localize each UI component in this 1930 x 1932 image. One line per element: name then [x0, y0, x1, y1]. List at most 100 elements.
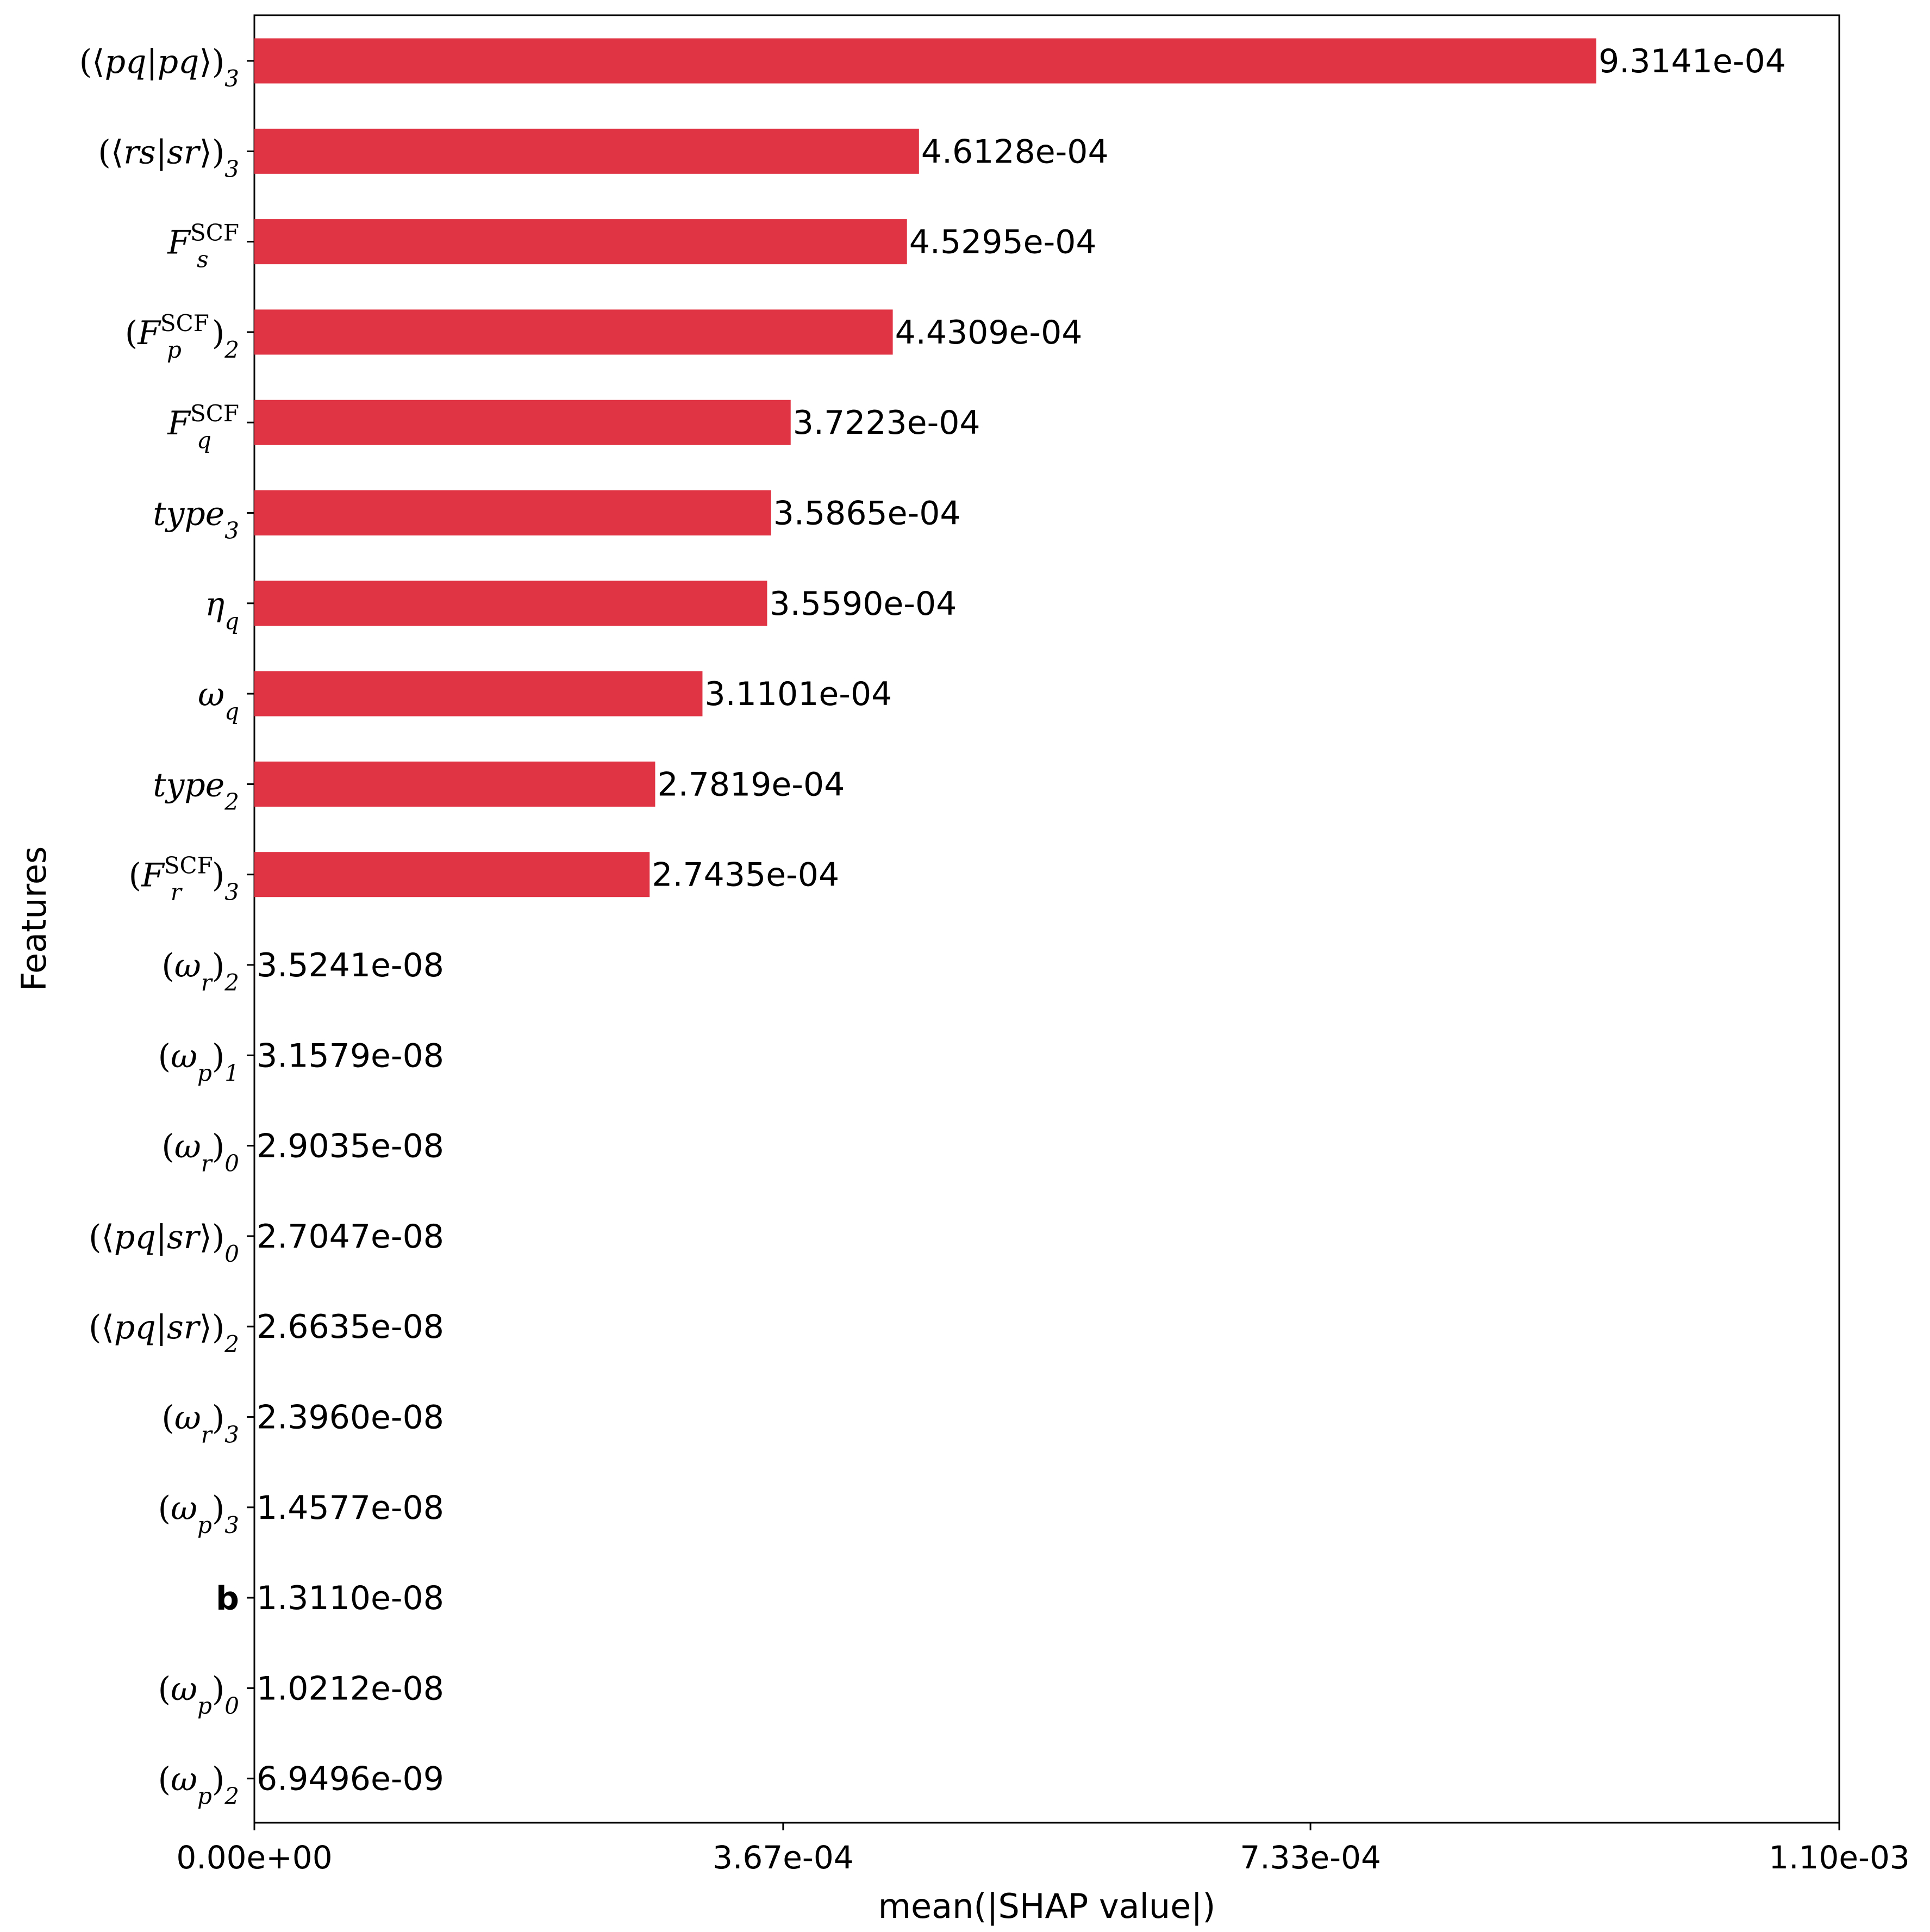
label-bracket: (⟨	[89, 1218, 114, 1256]
label-paren: )	[212, 1128, 224, 1166]
label-paren: (	[129, 857, 141, 895]
bar	[254, 581, 767, 626]
value-label: 1.0212e-08	[257, 1669, 444, 1707]
label-subscript: 2	[224, 788, 239, 815]
x-axis: 0.00e+00 3.67e-04 7.33e-04 1.10e-03	[176, 1823, 1910, 1876]
label-bracket: |	[156, 1218, 167, 1256]
value-label: 3.1101e-04	[704, 675, 892, 713]
bar	[254, 761, 655, 807]
label-subscript: q	[224, 607, 239, 634]
value-label: 6.9496e-09	[257, 1760, 444, 1798]
y-tick-label: type2	[153, 766, 239, 815]
label-paren: )	[212, 1761, 224, 1799]
label-symbol: pq	[105, 43, 147, 81]
value-label: 2.9035e-08	[257, 1127, 444, 1166]
label-subscript: p	[197, 1060, 212, 1086]
y-tick-label: (ωp)0	[158, 1670, 239, 1719]
label-subscript: 3	[224, 1421, 239, 1448]
bar	[254, 219, 907, 265]
x-tick-label: 7.33e-04	[1240, 1839, 1381, 1876]
value-label: 1.3110e-08	[257, 1579, 444, 1617]
label-subscript: 2	[224, 1783, 239, 1809]
label-bracket: (⟨	[98, 133, 123, 171]
value-label: 4.4309e-04	[895, 314, 1083, 352]
value-label: 3.7223e-04	[793, 404, 980, 442]
label-subscript: 3	[224, 155, 239, 182]
y-tick-label: FSCF q	[167, 400, 239, 453]
y-tick-label: (ωr)2	[161, 947, 239, 996]
y-tick-label: b	[216, 1580, 239, 1618]
label-superscript: SCF	[164, 852, 213, 878]
bar	[254, 852, 650, 898]
value-label: 1.4577e-08	[257, 1489, 444, 1527]
bar	[254, 490, 771, 535]
x-tick-label: 0.00e+00	[176, 1839, 332, 1876]
label-paren: )	[212, 1037, 224, 1075]
label-symbol: ω	[171, 1489, 197, 1528]
label-symbol: ω	[171, 1037, 197, 1075]
y-tick-label: (⟨rs|sr⟩)3	[98, 133, 239, 182]
label-bracket: |	[146, 43, 157, 81]
label-subscript: q	[197, 427, 211, 453]
label-subscript: 2	[224, 1331, 239, 1357]
label-paren: (	[161, 1128, 174, 1166]
value-label: 3.5590e-04	[769, 585, 957, 623]
label-paren: )	[212, 1399, 224, 1437]
label-subscript: 3	[224, 517, 239, 544]
label-paren: )	[212, 1489, 224, 1528]
label-bracket: ⟩)	[199, 43, 224, 81]
label-subscript: 2	[224, 336, 239, 363]
label-subscript: 2	[224, 969, 239, 996]
x-tick-label: 1.10e-03	[1769, 1839, 1910, 1876]
y-tick-label: (FSCF p)2	[125, 309, 239, 363]
label-symbol: sr	[167, 1218, 201, 1256]
label-paren: )	[212, 947, 224, 985]
label-paren: (	[158, 1670, 171, 1708]
label-superscript: SCF	[190, 400, 239, 427]
value-label-group: 9.3141e-04 4.6128e-04 4.5295e-04 4.4309e-04…	[257, 42, 1786, 1798]
label-subscript: r	[171, 878, 183, 905]
label-paren: (	[158, 1761, 171, 1799]
y-tick-label: ωq	[198, 676, 239, 725]
value-label: 2.6635e-08	[257, 1308, 444, 1346]
label-subscript: 3	[224, 878, 239, 905]
label-symbol: ω	[174, 1128, 201, 1166]
y-tick-label: (ωr)0	[161, 1128, 239, 1177]
label-symbol: ω	[198, 676, 224, 714]
y-axis-title: Features	[14, 846, 54, 992]
label-paren: )	[212, 857, 224, 895]
y-tick-label: ηq	[205, 585, 239, 634]
label-bracket: (⟨	[79, 43, 105, 81]
label-subscript: 0	[224, 1240, 239, 1267]
label-symbol: pq	[114, 1218, 156, 1256]
label-subscript: s	[197, 246, 209, 272]
label-paren: (	[161, 947, 174, 985]
label-paren: (	[161, 1399, 174, 1437]
label-bracket: ⟩)	[199, 1218, 224, 1256]
value-label: 2.7435e-04	[652, 856, 839, 894]
label-symbol: ω	[174, 947, 201, 985]
bar-group	[254, 38, 1597, 1802]
y-tick-label: type3	[153, 495, 239, 544]
x-tick-label: 3.67e-04	[713, 1839, 854, 1876]
label-symbol: ω	[171, 1761, 197, 1799]
label-symbol: pq	[158, 43, 199, 81]
value-label: 9.3141e-04	[1598, 42, 1786, 80]
label-symbol: ω	[171, 1670, 197, 1708]
label-symbol: sr	[167, 133, 201, 171]
label-superscript: SCF	[190, 219, 239, 246]
value-label: 4.6128e-04	[921, 133, 1109, 171]
label-subscript: p	[197, 1783, 212, 1809]
y-tick-label: (ωr)3	[161, 1399, 239, 1448]
value-label: 2.3960e-08	[257, 1399, 444, 1437]
label-subscript: q	[224, 698, 239, 725]
label-bracket: ⟩)	[199, 1308, 224, 1347]
label-subscript: p	[167, 336, 182, 363]
value-label: 3.5241e-08	[257, 946, 444, 984]
label-symbol: type	[153, 495, 224, 533]
value-label: 4.5295e-04	[909, 223, 1097, 261]
label-symbol: F	[167, 404, 191, 443]
y-tick-label: (⟨pq|sr⟩)2	[89, 1308, 239, 1357]
bar	[254, 400, 791, 445]
